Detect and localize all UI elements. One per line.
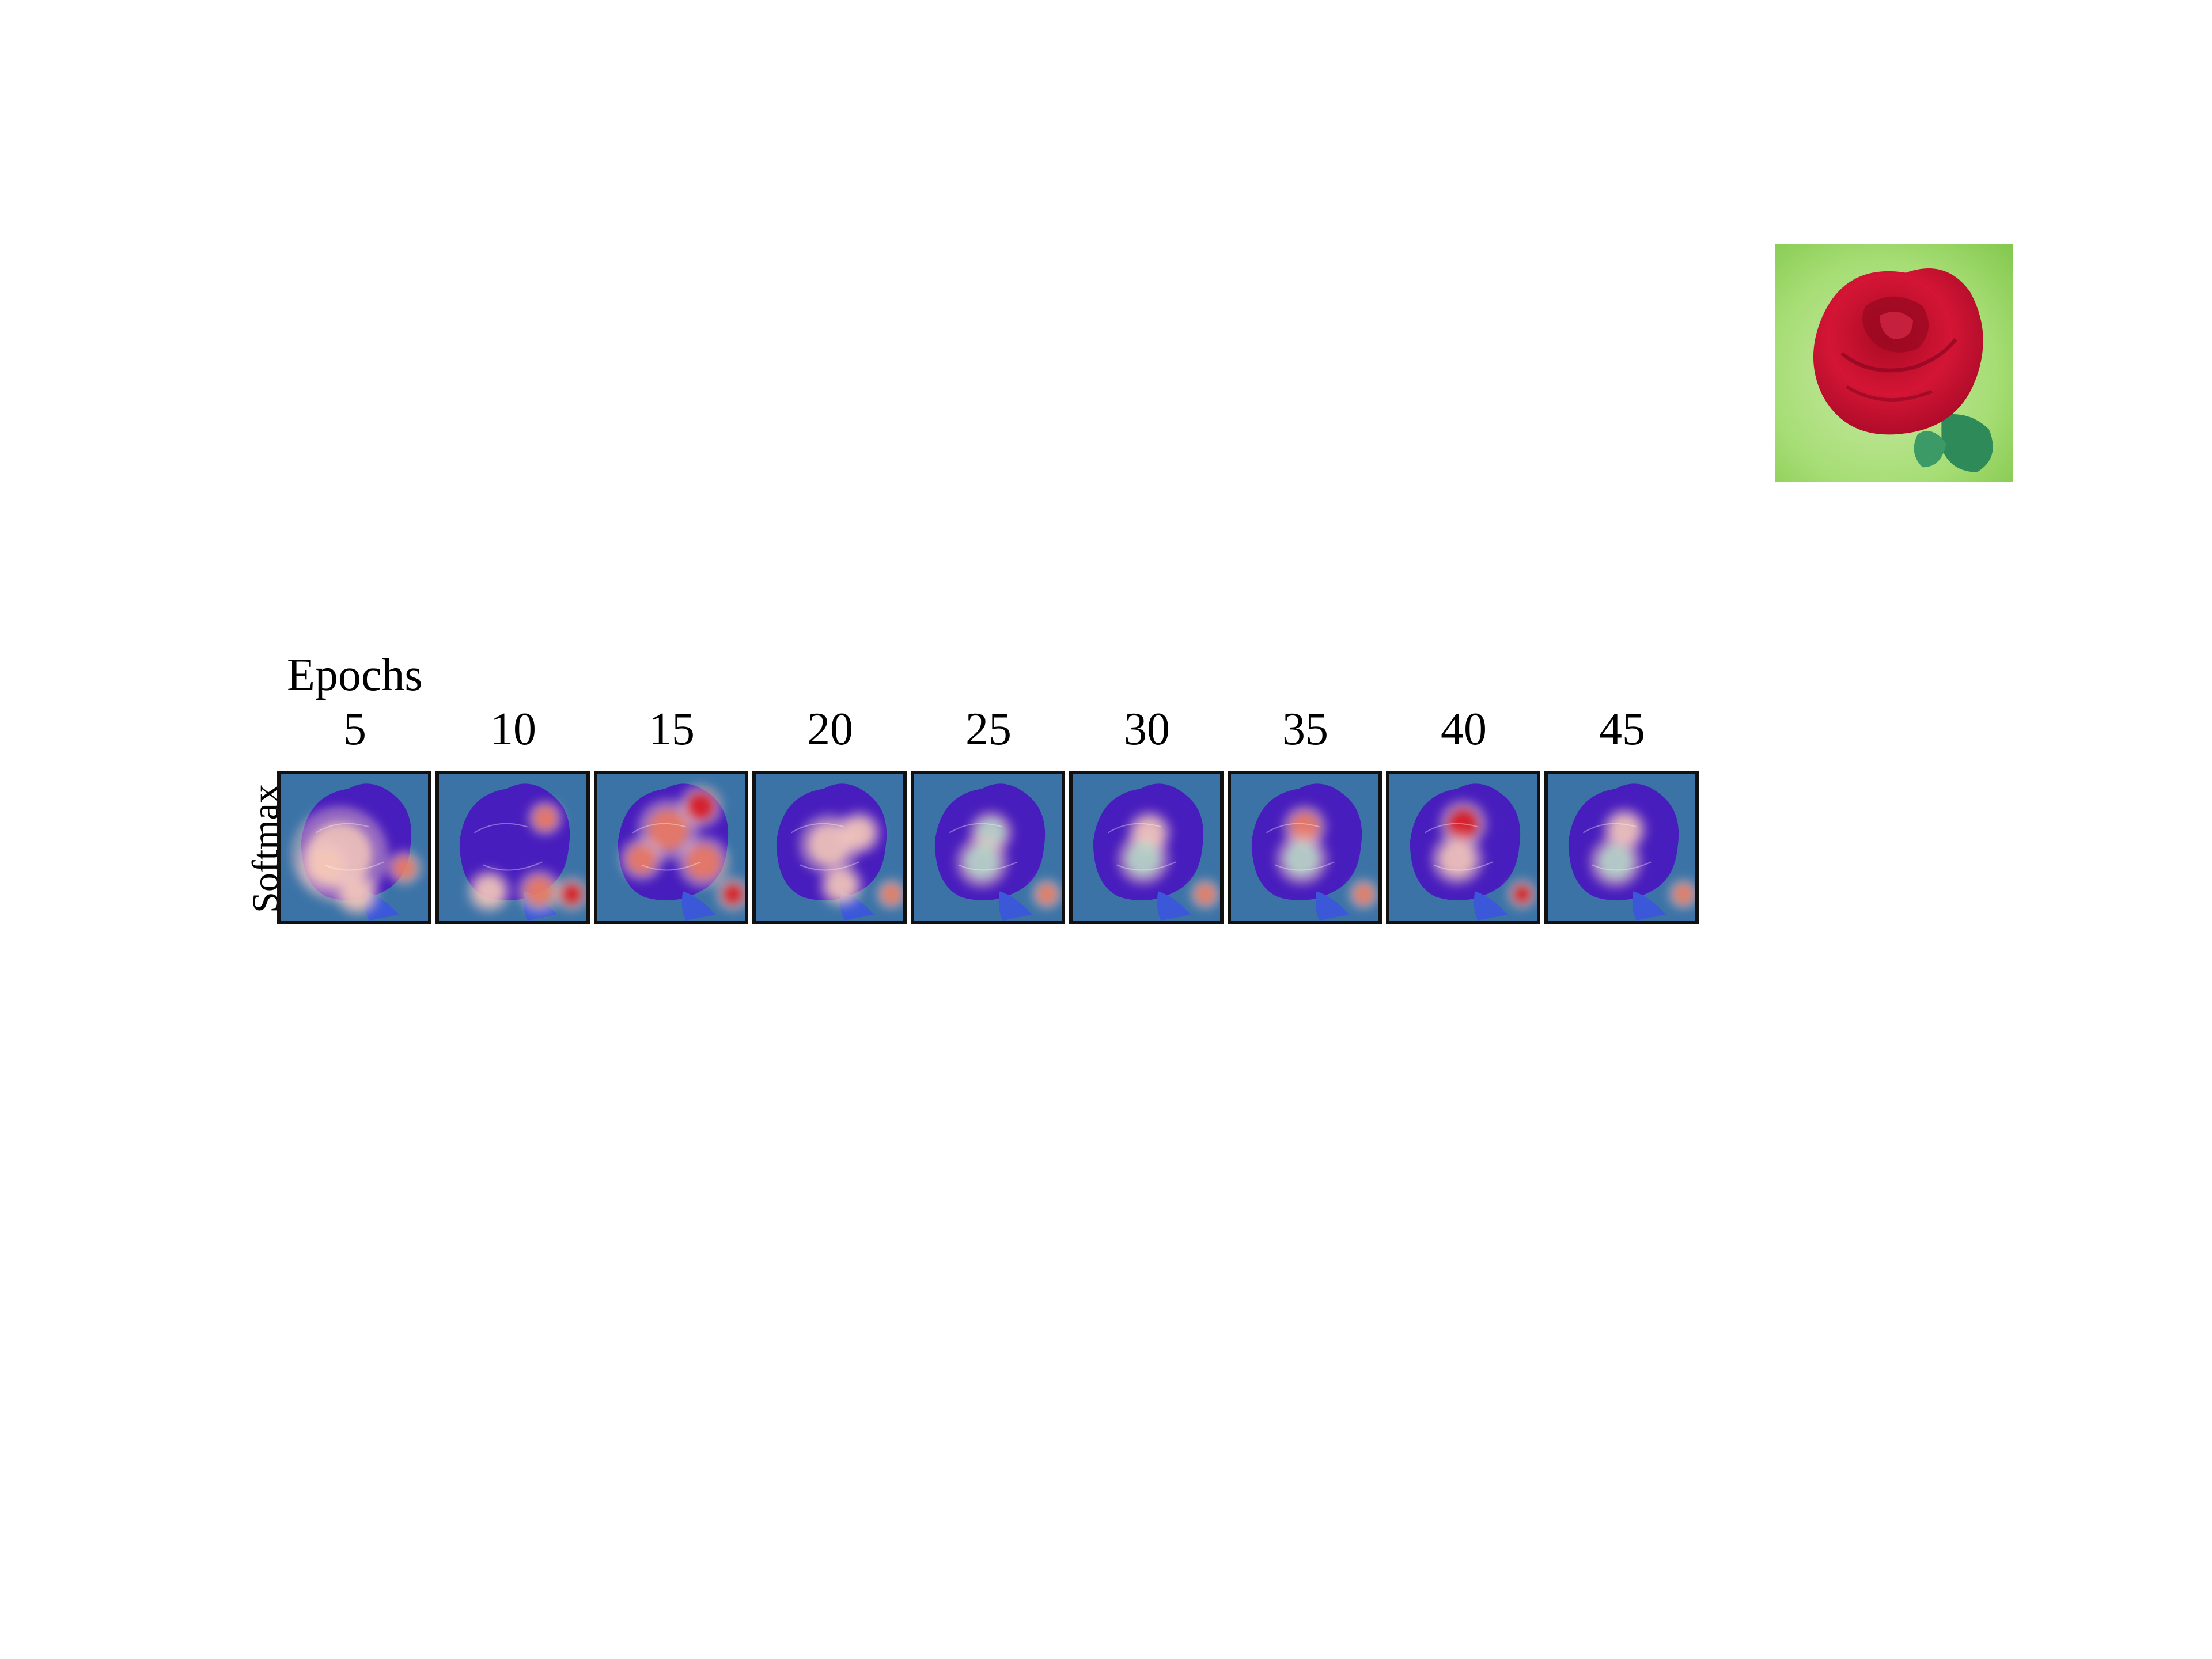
epoch-label: 20 [807, 704, 853, 755]
heatmap-tile [1069, 771, 1224, 924]
epoch-label: 15 [649, 704, 695, 755]
heatmap-tile [911, 771, 1065, 924]
heatmap-tile [752, 771, 907, 924]
heatmap-tile [277, 771, 431, 924]
epoch-label: 10 [490, 704, 536, 755]
heatmap-tile [1228, 771, 1382, 924]
epoch-label: 35 [1282, 704, 1328, 755]
input-rose-image [1775, 244, 2013, 482]
heatmap-tile [1544, 771, 1699, 924]
epoch-label: 25 [965, 704, 1012, 755]
epochs-header: Epochs [287, 650, 423, 700]
epoch-label: 45 [1599, 704, 1645, 755]
epoch-label: 40 [1441, 704, 1487, 755]
heatmap-tile [435, 771, 590, 924]
epoch-label: 5 [343, 704, 366, 755]
epoch-label: 30 [1124, 704, 1170, 755]
heatmap-tile [594, 771, 748, 924]
heatmap-tile [1386, 771, 1540, 924]
